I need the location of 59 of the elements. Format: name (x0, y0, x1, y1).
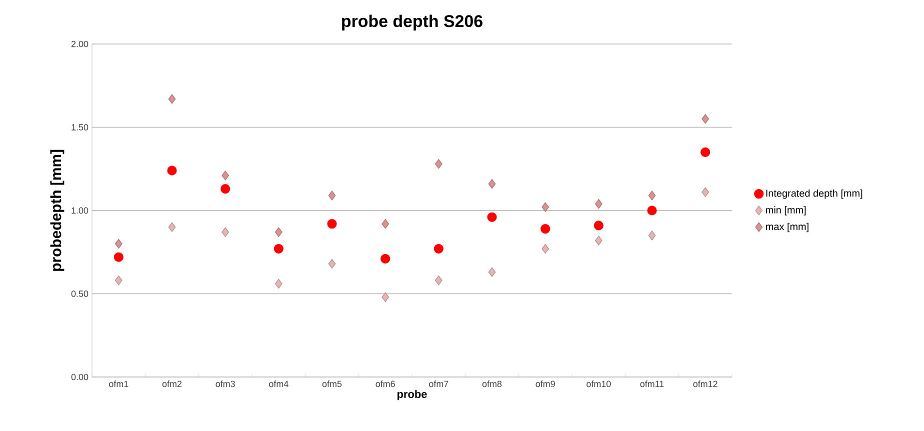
legend-label: Integrated depth [mm] (766, 189, 862, 199)
y-tick-label: 1.00 (72, 207, 88, 214)
point (222, 227, 230, 237)
point (488, 179, 496, 189)
point (220, 184, 230, 194)
point (594, 199, 602, 209)
x-tick-label: ofm12 (693, 380, 718, 388)
y-tick-label: 2.00 (71, 40, 88, 48)
x-tick-label: ofm3 (216, 380, 235, 388)
x-axis-title: probe (398, 390, 427, 400)
point (434, 276, 442, 286)
x-tick-label: ofm4 (269, 380, 288, 388)
y-tick-label: 0.00 (71, 374, 88, 380)
x-tick-label: ofm1 (109, 380, 128, 388)
point (487, 212, 497, 222)
point (328, 258, 336, 269)
point (702, 187, 710, 197)
point (222, 170, 230, 180)
legend-label: max [mm] (766, 222, 808, 232)
point (488, 267, 496, 277)
point (114, 238, 122, 249)
point (167, 166, 177, 176)
point (274, 227, 282, 237)
point (540, 224, 550, 234)
x-tick-label: ofm10 (586, 380, 611, 388)
legend-label: min [mm] (766, 206, 806, 216)
point (648, 230, 656, 240)
point (380, 254, 390, 264)
point (168, 222, 176, 232)
point (114, 276, 122, 286)
x-tick-label: ofm6 (376, 380, 395, 388)
y-tick-label: 1.50 (72, 124, 88, 130)
x-tick-label: ofm5 (322, 380, 342, 388)
point (274, 244, 284, 254)
point (327, 219, 337, 229)
point (700, 147, 710, 158)
x-tick-label: ofm8 (482, 380, 502, 388)
point (594, 236, 602, 246)
x-tick-label: ofm2 (162, 380, 182, 388)
point (382, 219, 390, 229)
point (328, 190, 336, 200)
point (542, 244, 550, 254)
point (594, 220, 604, 230)
y-axis-title: probedepth [mm] (50, 150, 64, 271)
chart-title: probe depth S206 (342, 14, 482, 30)
x-tick-label: ofm7 (429, 380, 448, 388)
point (702, 114, 710, 124)
point (542, 202, 550, 212)
point (648, 190, 656, 200)
x-tick-label: ofm9 (536, 380, 555, 388)
point (168, 94, 176, 104)
x-tick-label: ofm11 (640, 380, 664, 388)
point (114, 252, 124, 262)
point (382, 292, 390, 302)
point (647, 206, 657, 216)
point (434, 244, 444, 254)
point (434, 159, 442, 169)
y-tick-label: 0.50 (71, 290, 88, 297)
point (274, 278, 282, 289)
